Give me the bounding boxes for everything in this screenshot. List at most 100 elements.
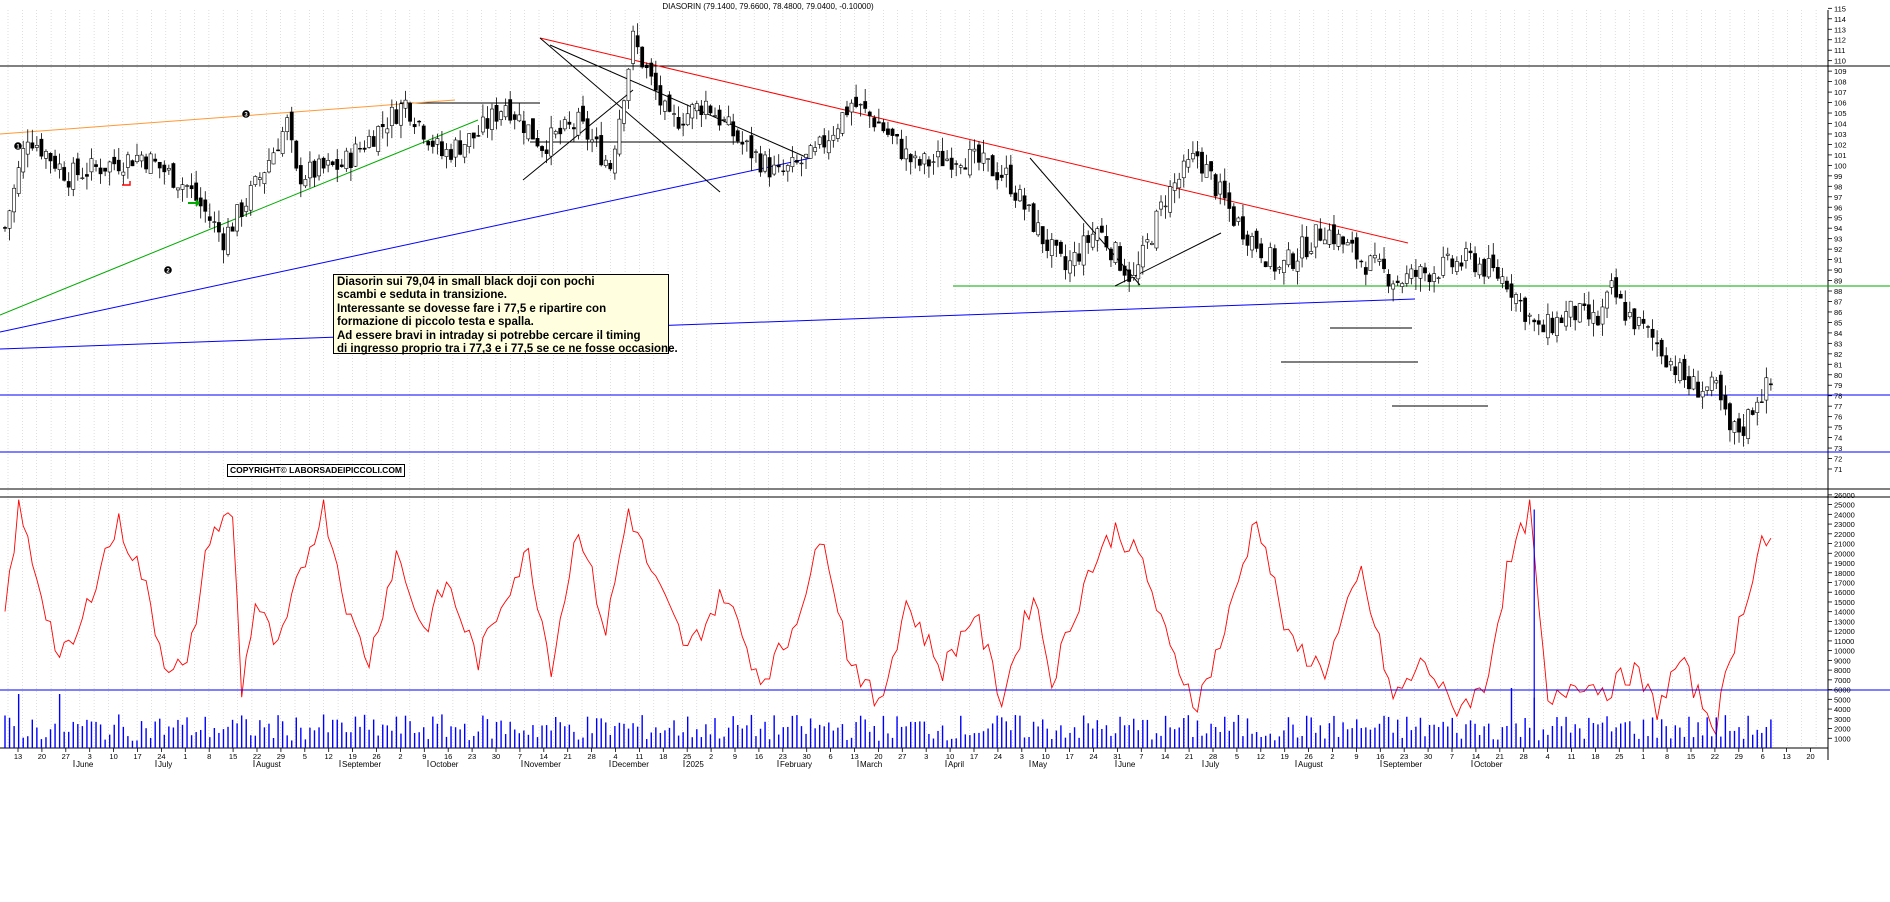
y-tick-label: 7000 xyxy=(1834,676,1851,685)
candle-body xyxy=(1746,409,1751,439)
candle-body xyxy=(1768,383,1773,386)
wave-marker-circle xyxy=(242,110,250,118)
candle-body xyxy=(1600,306,1605,325)
x-tick-label: 9 xyxy=(733,752,737,761)
candle-body xyxy=(658,85,663,106)
candle-body xyxy=(1272,248,1277,272)
candle-body xyxy=(990,155,995,177)
candle-body xyxy=(458,140,463,155)
x-tick-label: 1 xyxy=(1641,752,1645,761)
candle-body xyxy=(1737,418,1741,433)
y-tick-label: 91 xyxy=(1834,256,1842,265)
candle-body xyxy=(717,109,722,126)
candle-body xyxy=(963,167,968,170)
x-tick-label: 6 xyxy=(1761,752,1765,761)
candle-body xyxy=(449,149,453,160)
candle-body xyxy=(212,221,217,223)
candle-body xyxy=(348,152,353,168)
candle-body xyxy=(462,144,467,158)
candle-body xyxy=(1432,273,1437,282)
candle-body xyxy=(317,158,321,177)
candle-body xyxy=(1245,234,1250,246)
y-tick-label: 98 xyxy=(1834,182,1842,191)
x-tick-label: 28 xyxy=(1520,752,1528,761)
candle-body xyxy=(567,121,572,125)
candle-body xyxy=(344,150,349,169)
candle-body xyxy=(649,62,654,77)
candle-body xyxy=(640,46,645,68)
candle-body xyxy=(1054,239,1059,246)
x-tick-label: 1 xyxy=(183,752,187,761)
candle-body xyxy=(512,114,517,120)
copyright-label: COPYRIGHT© LABORSADEIPICCOLI.COM xyxy=(227,464,406,477)
candle-body xyxy=(781,170,786,172)
y-tick-label: 15000 xyxy=(1834,598,1855,607)
candle-body xyxy=(412,124,417,128)
candle-body xyxy=(166,167,171,171)
candle-body xyxy=(34,144,39,148)
x-tick-label: 24 xyxy=(157,752,165,761)
candle-body xyxy=(1218,181,1223,195)
candle-body xyxy=(453,139,458,158)
x-tick-label: 9 xyxy=(1354,752,1358,761)
wave-marker-label: 1 xyxy=(16,145,20,151)
y-tick-label: 73 xyxy=(1834,444,1842,453)
y-tick-label: 115 xyxy=(1834,4,1846,13)
candle-body xyxy=(1036,222,1041,236)
volume-bars xyxy=(4,509,1772,748)
candle-body xyxy=(1514,294,1518,304)
candle-body xyxy=(1536,320,1541,325)
x-tick-label: 30 xyxy=(492,752,500,761)
candle-body xyxy=(144,156,148,170)
candle-body xyxy=(1086,235,1091,243)
y-tick-label: 94 xyxy=(1834,224,1842,233)
downtrend-resistance xyxy=(539,37,1409,244)
x-tick-label: 18 xyxy=(1591,752,1599,761)
candle-body xyxy=(1468,250,1473,254)
x-tick-label: 10 xyxy=(946,752,954,761)
candle-body xyxy=(685,113,690,126)
x-tick-label: 6 xyxy=(829,752,833,761)
candle-body xyxy=(1404,273,1409,284)
candle-body xyxy=(1145,239,1150,243)
candle-body xyxy=(1454,261,1459,272)
x-tick-label: 8 xyxy=(207,752,211,761)
candle-body xyxy=(754,151,758,153)
candle-body xyxy=(927,159,931,167)
candle-body xyxy=(908,154,913,163)
y-tick-label: 86 xyxy=(1834,308,1842,317)
candle-body xyxy=(62,167,67,181)
x-tick-label: 28 xyxy=(1209,752,1217,761)
candle-body xyxy=(722,119,727,121)
candle-body xyxy=(1090,233,1095,248)
candle-body xyxy=(1058,241,1063,254)
candle-body xyxy=(226,226,230,255)
candle-body xyxy=(435,138,440,145)
candle-body xyxy=(440,141,444,157)
candle-body xyxy=(1200,151,1204,174)
candle-body xyxy=(1204,164,1209,178)
candle-body xyxy=(653,72,658,91)
candle-body xyxy=(1363,267,1368,275)
candle-body xyxy=(1568,300,1573,318)
candle-body xyxy=(1391,283,1396,290)
candle-body xyxy=(940,150,945,167)
y-tick-label: 26000 xyxy=(1834,491,1855,500)
candle-body xyxy=(244,205,249,212)
y-tick-label: 20000 xyxy=(1834,549,1855,558)
y-tick-label: 5000 xyxy=(1834,695,1851,704)
long-support xyxy=(0,298,1416,350)
candle-body xyxy=(1159,201,1163,210)
candle-body xyxy=(335,159,340,170)
candle-body xyxy=(1718,374,1723,401)
candle-body xyxy=(1049,239,1054,256)
candle-body xyxy=(1527,314,1532,317)
candle-body xyxy=(1632,308,1637,330)
candle-body xyxy=(1450,258,1455,268)
oscillator xyxy=(0,499,1890,737)
candle-body xyxy=(558,127,563,135)
candle-body xyxy=(1213,174,1218,197)
x-tick-label: 27 xyxy=(62,752,70,761)
x-tick-label: 21 xyxy=(1185,752,1193,761)
candle-body xyxy=(1018,189,1022,202)
